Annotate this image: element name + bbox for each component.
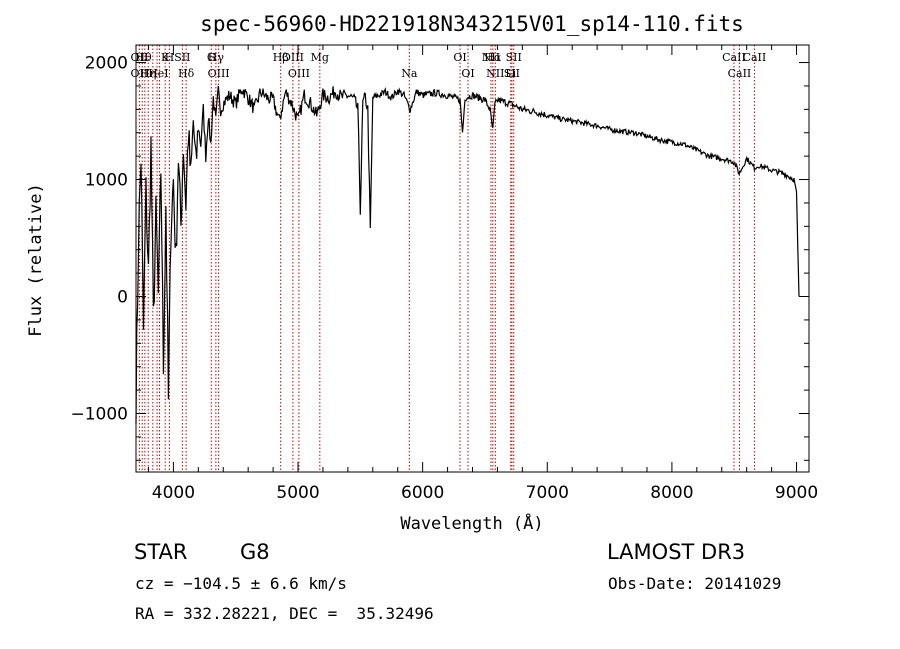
line-label-6: H (165, 51, 175, 64)
y-axis-ticks: −1000 0 1000 2000 (70, 54, 809, 461)
line-label-24: SII (506, 51, 522, 64)
line-label-10: Hγ (208, 51, 225, 64)
line-label-9: OIII (208, 67, 230, 80)
line-label-14: Hβ (273, 51, 289, 64)
line-label-1: Hθ (135, 51, 152, 64)
line-label-17: OI (453, 51, 466, 64)
line-label-22: Li (505, 67, 516, 80)
line-label-15: Mg (311, 51, 329, 64)
line-label-27: CaII (743, 51, 767, 64)
y-tick-label--1000: −1000 (70, 405, 128, 425)
line-label-26: CaII (722, 51, 746, 64)
x-tick-label-6000: 6000 (401, 483, 444, 503)
x-tick-label-4000: 4000 (152, 483, 195, 503)
subclass: G8 (240, 540, 270, 564)
line-label-23: NII (486, 67, 504, 80)
y-tick-label-0: 0 (117, 288, 128, 308)
line-label-18: OI (461, 67, 474, 80)
spectrum-line (135, 86, 800, 425)
redshift-cz: cz = −104.5 ± 6.6 km/s (135, 574, 347, 593)
spectral-line-markers (138, 45, 755, 472)
line-label-20: SII (504, 67, 520, 80)
chart-title: spec-56960-HD221918N343215V01_sp14-110.f… (200, 12, 744, 36)
line-label-19: Hα (484, 51, 502, 64)
plot-frame (135, 44, 810, 473)
line-label-3: Hη (140, 67, 156, 80)
y-tick-label-1000: 1000 (85, 171, 128, 191)
x-tick-label-7000: 7000 (526, 483, 569, 503)
line-label-0: OII (131, 51, 149, 64)
object-class: STAR (134, 540, 188, 564)
line-label-21: NII (482, 51, 500, 64)
line-label-8: Hδ (178, 67, 195, 80)
line-label-5: HeI (148, 67, 168, 80)
x-axis-label: Wavelength (Å) (400, 512, 543, 534)
coordinates: RA = 332.28221, DEC = 35.32496 (135, 604, 434, 623)
line-label-16: Na (401, 67, 418, 80)
survey-name: LAMOST DR3 (607, 540, 746, 564)
x-axis-ticks: 4000 5000 6000 7000 8000 9000 (147, 45, 818, 503)
x-tick-label-9000: 9000 (775, 483, 818, 503)
line-label-11: G (207, 51, 216, 64)
x-tick-label-8000: 8000 (650, 483, 693, 503)
y-tick-label-2000: 2000 (85, 54, 128, 74)
y-axis-label: Flux (relative) (26, 183, 46, 337)
line-label-25: CaII (728, 67, 752, 80)
line-label-2: OII (131, 67, 149, 80)
line-label-4: K (161, 51, 170, 64)
observation-date: Obs-Date: 20141029 (608, 574, 782, 593)
line-label-12: OIII (288, 67, 310, 80)
x-tick-label-5000: 5000 (276, 483, 319, 503)
line-label-7: SII (174, 51, 190, 64)
